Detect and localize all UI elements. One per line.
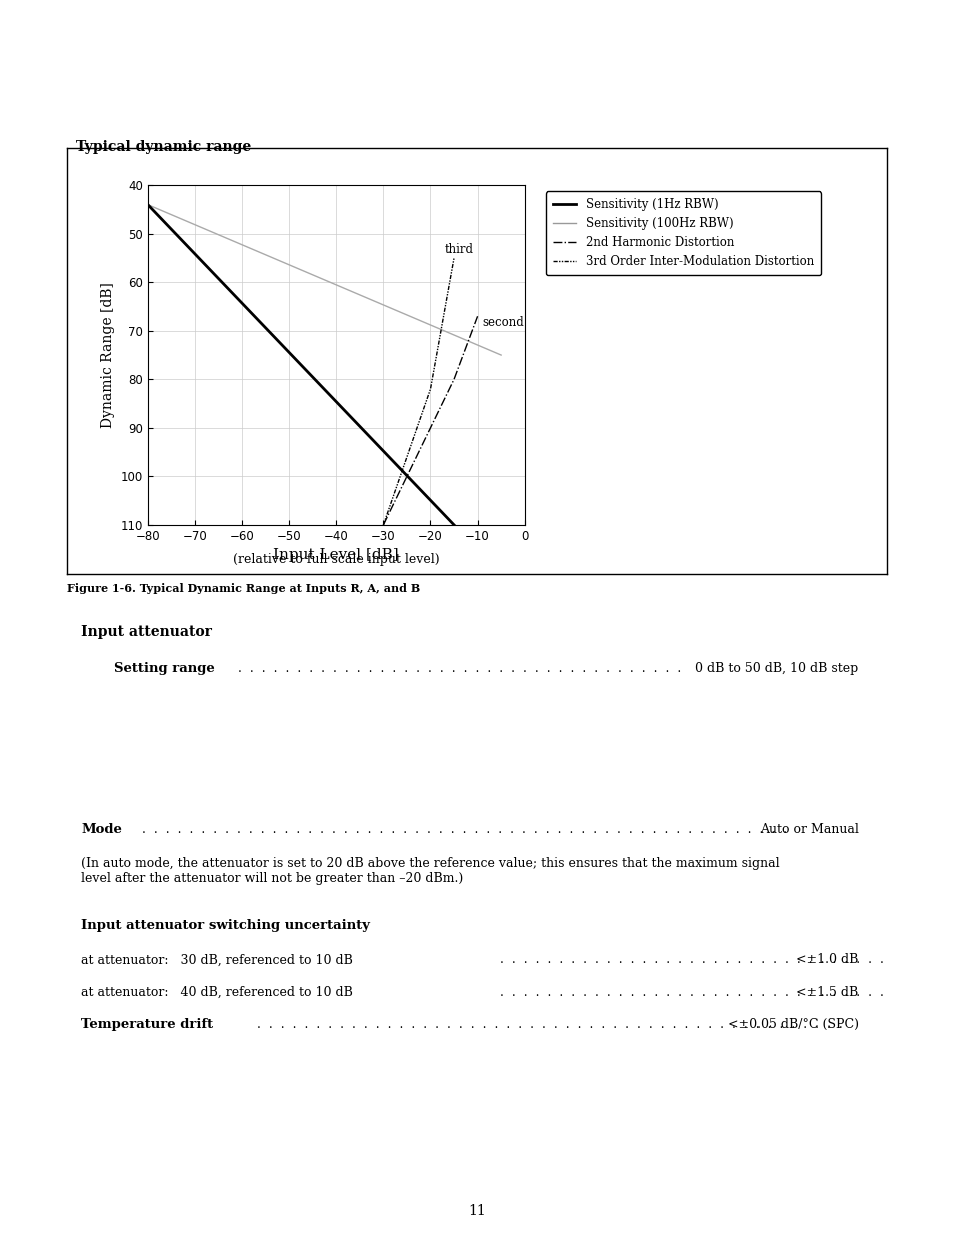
Text: Setting range: Setting range	[114, 662, 215, 676]
Text: <±1.5 dB: <±1.5 dB	[796, 986, 858, 999]
Text: Auto or Manual: Auto or Manual	[759, 823, 858, 836]
Text: at attenuator:   40 dB, referenced to 10 dB: at attenuator: 40 dB, referenced to 10 d…	[81, 986, 353, 999]
Text: third: third	[444, 243, 473, 257]
Text: 0 dB to 50 dB, 10 dB step: 0 dB to 50 dB, 10 dB step	[695, 662, 858, 676]
Text: Mode: Mode	[81, 823, 122, 836]
Text: Typical dynamic range: Typical dynamic range	[76, 140, 252, 153]
Text: .  .  .  .  .  .  .  .  .  .  .  .  .  .  .  .  .  .  .  .  .  .  .  .  .  .  . : . . . . . . . . . . . . . . . . . . . . …	[138, 823, 791, 836]
Text: <±0.05 dB/°C (SPC): <±0.05 dB/°C (SPC)	[727, 1018, 858, 1031]
Text: at attenuator:   30 dB, referenced to 10 dB: at attenuator: 30 dB, referenced to 10 d…	[81, 953, 353, 967]
Text: Figure 1-6. Typical Dynamic Range at Inputs R, A, and B: Figure 1-6. Typical Dynamic Range at Inp…	[67, 583, 419, 594]
Text: second: second	[482, 316, 523, 330]
Text: Temperature drift: Temperature drift	[81, 1018, 213, 1031]
Text: .  .  .  .  .  .  .  .  .  .  .  .  .  .  .  .  .  .  .  .  .  .  .  .  .  .  . : . . . . . . . . . . . . . . . . . . . . …	[496, 953, 887, 967]
Y-axis label: Dynamic Range [dB]: Dynamic Range [dB]	[101, 282, 115, 429]
Legend: Sensitivity (1Hz RBW), Sensitivity (100Hz RBW), 2nd Harmonic Distortion, 3rd Ord: Sensitivity (1Hz RBW), Sensitivity (100H…	[545, 191, 821, 275]
Text: Input attenuator: Input attenuator	[81, 625, 212, 638]
Text: (In auto mode, the attenuator is set to 20 dB above the reference value; this en: (In auto mode, the attenuator is set to …	[81, 857, 779, 885]
Text: 11: 11	[468, 1204, 485, 1218]
Text: (relative to full scale input level): (relative to full scale input level)	[233, 553, 439, 567]
Text: Input attenuator switching uncertainty: Input attenuator switching uncertainty	[81, 919, 370, 932]
Text: .  .  .  .  .  .  .  .  .  .  .  .  .  .  .  .  .  .  .  .  .  .  .  .  .  .  . : . . . . . . . . . . . . . . . . . . . . …	[233, 662, 684, 676]
X-axis label: Input Level [dB]: Input Level [dB]	[274, 548, 398, 562]
Text: .  .  .  .  .  .  .  .  .  .  .  .  .  .  .  .  .  .  .  .  .  .  .  .  .  .  . : . . . . . . . . . . . . . . . . . . . . …	[253, 1018, 845, 1031]
Text: <±1.0 dB: <±1.0 dB	[796, 953, 858, 967]
Text: .  .  .  .  .  .  .  .  .  .  .  .  .  .  .  .  .  .  .  .  .  .  .  .  .  .  . : . . . . . . . . . . . . . . . . . . . . …	[496, 986, 887, 999]
